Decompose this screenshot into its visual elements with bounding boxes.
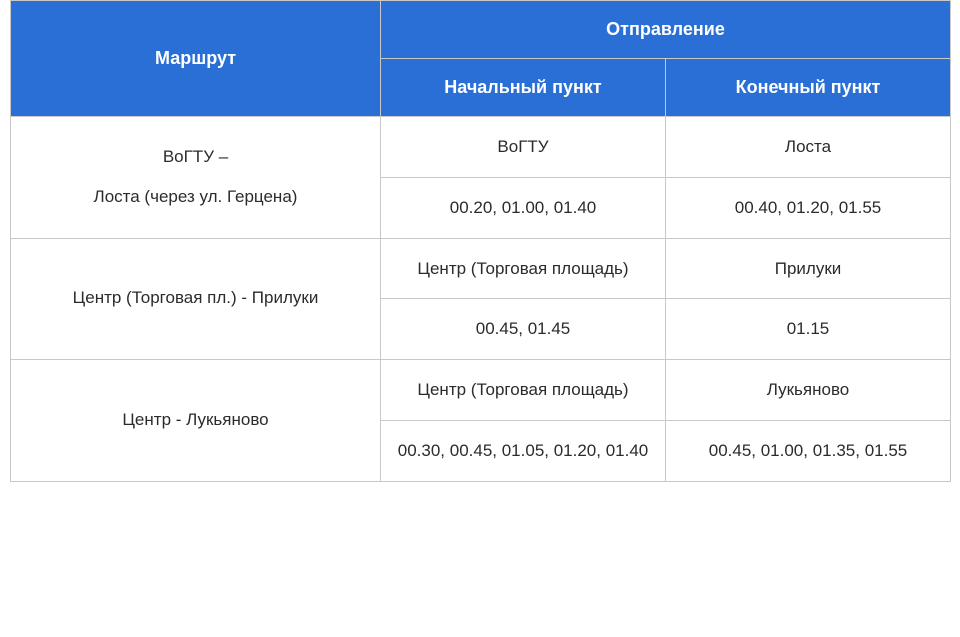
route-name-line: Центр - Лукьяново [122,410,268,429]
start-point-cell: Центр (Торговая площадь) [381,238,666,299]
end-point-cell: Лукьяново [666,360,951,421]
end-times-cell: 00.45, 01.00, 01.35, 01.55 [666,420,951,481]
schedule-table: Маршрут Отправление Начальный пункт Коне… [10,0,951,482]
start-times-cell: 00.30, 00.45, 01.05, 01.20, 01.40 [381,420,666,481]
header-start-point: Начальный пункт [381,59,666,117]
route-name: Центр (Торговая пл.) - Прилуки [11,238,381,360]
header-route: Маршрут [11,1,381,117]
route-name: ВоГТУ – Лоста (через ул. Герцена) [11,117,381,239]
route-name: Центр - Лукьяново [11,360,381,482]
route-name-line: Центр (Торговая пл.) - Прилуки [73,288,319,307]
route-name-line: Лоста (через ул. Герцена) [94,187,298,206]
end-times-cell: 00.40, 01.20, 01.55 [666,177,951,238]
end-times-cell: 01.15 [666,299,951,360]
start-point-cell: ВоГТУ [381,117,666,178]
end-point-cell: Прилуки [666,238,951,299]
start-times-cell: 00.45, 01.45 [381,299,666,360]
start-times-cell: 00.20, 01.00, 01.40 [381,177,666,238]
header-end-point: Конечный пункт [666,59,951,117]
end-point-cell: Лоста [666,117,951,178]
route-name-line: ВоГТУ – [163,147,228,166]
start-point-cell: Центр (Торговая площадь) [381,360,666,421]
header-departure: Отправление [381,1,951,59]
